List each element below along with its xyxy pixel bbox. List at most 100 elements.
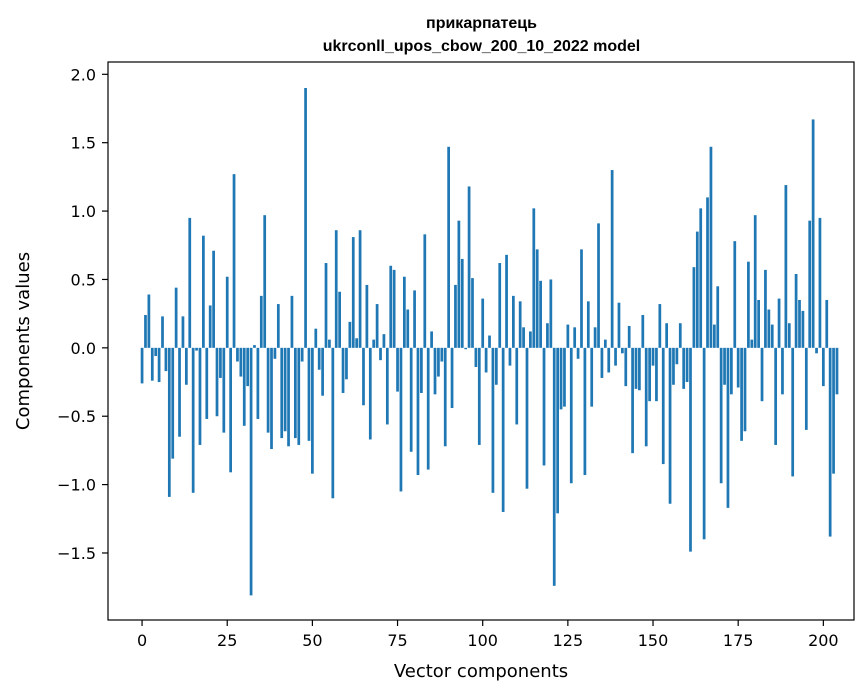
bar: [532, 208, 536, 348]
bar: [447, 146, 451, 348]
bar: [648, 347, 651, 402]
bar: [593, 327, 597, 348]
bar: [167, 347, 171, 497]
bar: [236, 347, 239, 362]
bar: [825, 299, 829, 348]
bar: [338, 291, 341, 348]
bar: [334, 230, 338, 348]
x-tick-label: 150: [638, 631, 669, 650]
bar: [198, 347, 202, 445]
bar: [287, 347, 290, 447]
bar: [372, 339, 376, 348]
plot-frame: [107, 61, 855, 621]
bar: [607, 347, 611, 373]
bar: [542, 347, 546, 466]
bar: [682, 347, 686, 389]
bar: [307, 347, 311, 441]
bar: [219, 347, 222, 378]
bar: [229, 347, 232, 473]
bar: [675, 347, 679, 365]
bar: [566, 324, 570, 348]
bar: [699, 208, 703, 348]
bar: [351, 237, 355, 348]
bar: [154, 347, 158, 357]
bar: [515, 347, 519, 425]
bar: [379, 347, 382, 361]
bar: [821, 347, 825, 387]
bar: [202, 235, 205, 348]
bar: [212, 250, 215, 348]
bar: [253, 345, 256, 348]
bar: [539, 280, 542, 348]
bar: [781, 347, 784, 395]
x-tick-label: 200: [808, 631, 839, 650]
bar: [256, 347, 260, 419]
bar: [522, 327, 525, 348]
x-tick-label: 100: [467, 631, 498, 650]
bar: [331, 347, 335, 499]
bar: [498, 263, 502, 348]
bar: [413, 290, 416, 348]
bar: [293, 347, 297, 439]
bar: [787, 323, 791, 348]
bar: [627, 325, 631, 348]
y-axis-ticks: −1.5 −1.0 −0.5 0.0 0.5 1.0 1.5 2.0: [57, 65, 108, 563]
bar: [348, 321, 352, 348]
bar: [311, 347, 314, 474]
bar: [484, 347, 488, 373]
bar: [747, 261, 750, 348]
bar: [815, 347, 818, 354]
bar: [242, 347, 246, 426]
bars-group: [140, 87, 839, 596]
bar: [641, 315, 645, 348]
bar: [518, 301, 522, 348]
bar: [692, 267, 696, 348]
bar: [552, 347, 556, 586]
bar: [651, 347, 655, 366]
bar: [760, 347, 764, 402]
bar: [695, 231, 699, 348]
bar: [300, 347, 304, 362]
y-tick-label: 1.5: [71, 134, 96, 153]
bar: [559, 347, 563, 410]
chart-title-line-1: прикарпатець: [426, 15, 537, 32]
bar: [471, 278, 474, 348]
bar: [549, 279, 553, 348]
x-axis-ticks: 0 25 50 75 100 125 150 175 200: [137, 620, 839, 650]
bar: [416, 347, 420, 476]
bar: [529, 331, 532, 348]
bar: [208, 305, 212, 348]
x-tick-label: 75: [387, 631, 407, 650]
x-tick-label: 50: [302, 631, 322, 650]
bar: [273, 347, 277, 359]
y-tick-label: −0.5: [57, 407, 96, 426]
bar: [140, 347, 144, 384]
bar: [426, 347, 430, 470]
bar: [195, 347, 198, 351]
bar: [420, 347, 423, 393]
bar: [385, 347, 389, 425]
bar: [368, 347, 372, 440]
bar: [222, 347, 226, 433]
bar: [164, 347, 168, 372]
bar: [655, 347, 658, 402]
bar: [283, 347, 287, 432]
bar: [341, 347, 345, 393]
bar: [804, 347, 808, 430]
bar: [450, 347, 454, 409]
bar: [828, 347, 832, 537]
bar: [389, 265, 393, 348]
bar: [249, 347, 253, 596]
bar: [740, 347, 743, 441]
bar: [239, 347, 243, 377]
bar: [665, 323, 669, 348]
bar: [460, 258, 464, 348]
bar: [535, 249, 539, 348]
bar: [634, 347, 638, 389]
bar: [712, 324, 716, 348]
bar: [658, 304, 662, 348]
bar: [314, 328, 318, 348]
bar: [375, 304, 379, 348]
bar: [770, 324, 774, 348]
